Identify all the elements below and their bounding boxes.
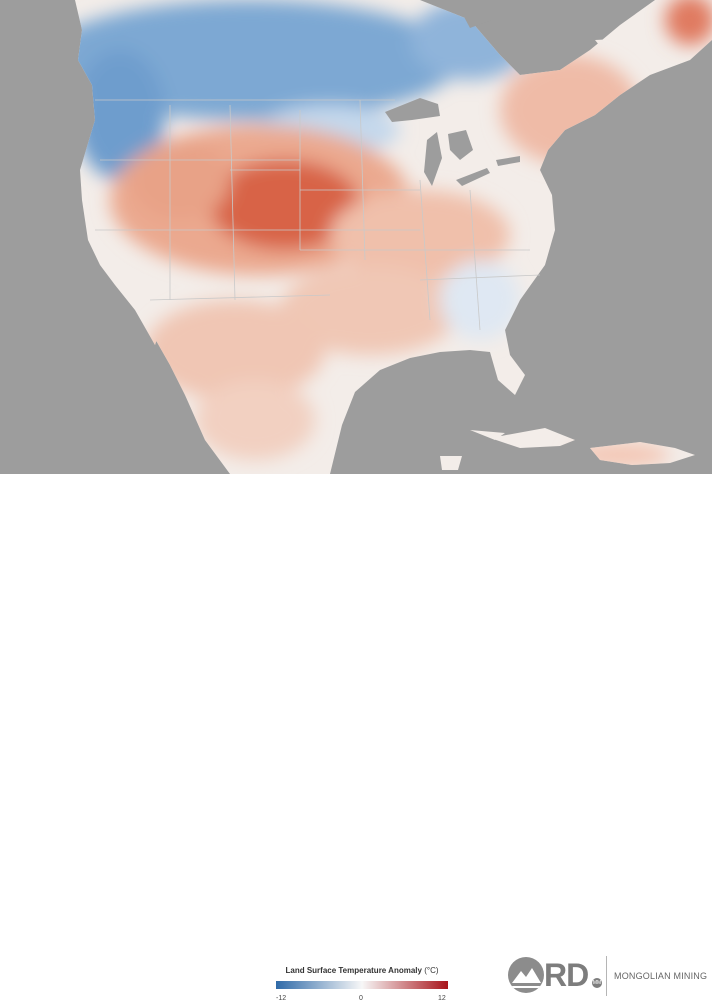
lake-michigan — [424, 132, 442, 186]
legend-ticks: -12 0 12 — [276, 994, 448, 1004]
lake-erie — [456, 168, 490, 186]
logo-mark: RD — [544, 957, 589, 993]
map-canvas — [0, 0, 712, 474]
legend-min-label: -12 — [276, 995, 287, 1002]
lake-huron — [448, 130, 473, 160]
footer: Land Surface Temperature Anomaly (°C) -1… — [0, 474, 712, 1002]
legend-max-label: 12 — [438, 995, 446, 1002]
legend-color-bar — [276, 981, 448, 989]
logo-dot-badge: MM — [592, 978, 602, 988]
company-logo: RD MM MONGOLIAN MINING — [508, 954, 708, 1002]
color-legend: Land Surface Temperature Anomaly (°C) -1… — [276, 966, 448, 1004]
logo-divider — [606, 956, 607, 996]
great-lakes — [385, 0, 520, 186]
lake-superior — [385, 98, 440, 122]
hudson-bay — [455, 0, 500, 28]
legend-unit: (°C) — [424, 966, 439, 975]
mountain-logo-icon — [508, 957, 544, 993]
company-name: MONGOLIAN MINING — [614, 971, 708, 981]
state-borders — [95, 99, 541, 331]
legend-title-text: Land Surface Temperature Anomaly — [285, 966, 422, 975]
legend-mid-label: 0 — [359, 995, 363, 1002]
temperature-anomaly-map — [0, 0, 712, 474]
legend-title: Land Surface Temperature Anomaly (°C) — [276, 966, 448, 976]
lake-ontario — [496, 156, 520, 166]
